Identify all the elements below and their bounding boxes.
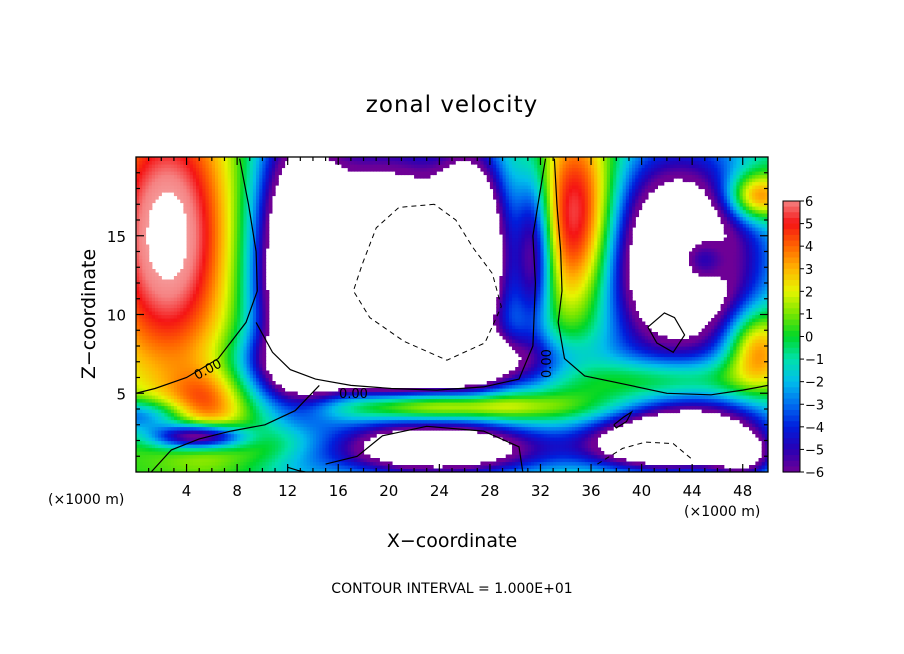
x-tick-label: 12 — [278, 482, 297, 500]
x-tick-label: 20 — [379, 482, 398, 500]
colorbar-tick-label: −1 — [805, 353, 824, 368]
colorbar: 6 5 4 3 2 1 0 −1 −2 −3 −4 −5 −6 — [783, 195, 824, 481]
x-axis-label: X−coordinate — [387, 530, 517, 552]
contour-label-center: 0.00 — [339, 387, 368, 402]
x-tick-label: 16 — [329, 482, 348, 500]
contour-interval-note: CONTOUR INTERVAL = 1.000E+01 — [331, 581, 572, 597]
y-tick-label: 5 — [116, 385, 126, 403]
colorbar-frame — [782, 200, 801, 473]
colorbar-tick-label: 4 — [805, 240, 813, 255]
colorbar-tick-label: −3 — [805, 398, 824, 413]
x-tick-label: 28 — [480, 482, 499, 500]
colorbar-tick-label: 6 — [805, 195, 813, 210]
colorbar-tick-label: −6 — [805, 466, 824, 481]
colorbar-tick-label: 3 — [805, 263, 813, 278]
colorbar-tick-label: −5 — [805, 443, 824, 458]
x-tick-label: 40 — [632, 482, 651, 500]
y-axis-label: Z−coordinate — [78, 249, 100, 379]
colorbar-tick-label: 2 — [805, 285, 813, 300]
colorbar-tick-label: 5 — [805, 218, 813, 233]
x-tick-label: 24 — [430, 482, 449, 500]
x-tick-label: 44 — [683, 482, 702, 500]
chart-title: zonal velocity — [366, 92, 538, 118]
y-tick-label: 10 — [107, 307, 126, 325]
contour-label-right: 0.00 — [540, 349, 555, 378]
x-unit-label: (×1000 m) — [48, 492, 124, 508]
y-tick-label: 15 — [107, 228, 126, 246]
velocity-field — [136, 157, 768, 472]
x-tick-label: 36 — [581, 482, 600, 500]
x-tick-label: 8 — [232, 482, 242, 500]
x-tick-label: 32 — [531, 482, 550, 500]
colorbar-tick-label: −4 — [805, 421, 824, 436]
colorbar-tick-label: 1 — [805, 308, 813, 323]
x-tick-label: 4 — [182, 482, 192, 500]
colorbar-tick-label: −2 — [805, 376, 824, 391]
x-unit-label-right: (×1000 m) — [684, 504, 760, 520]
x-tick-label: 48 — [733, 482, 752, 500]
colorbar-tick-label: 0 — [805, 331, 813, 346]
